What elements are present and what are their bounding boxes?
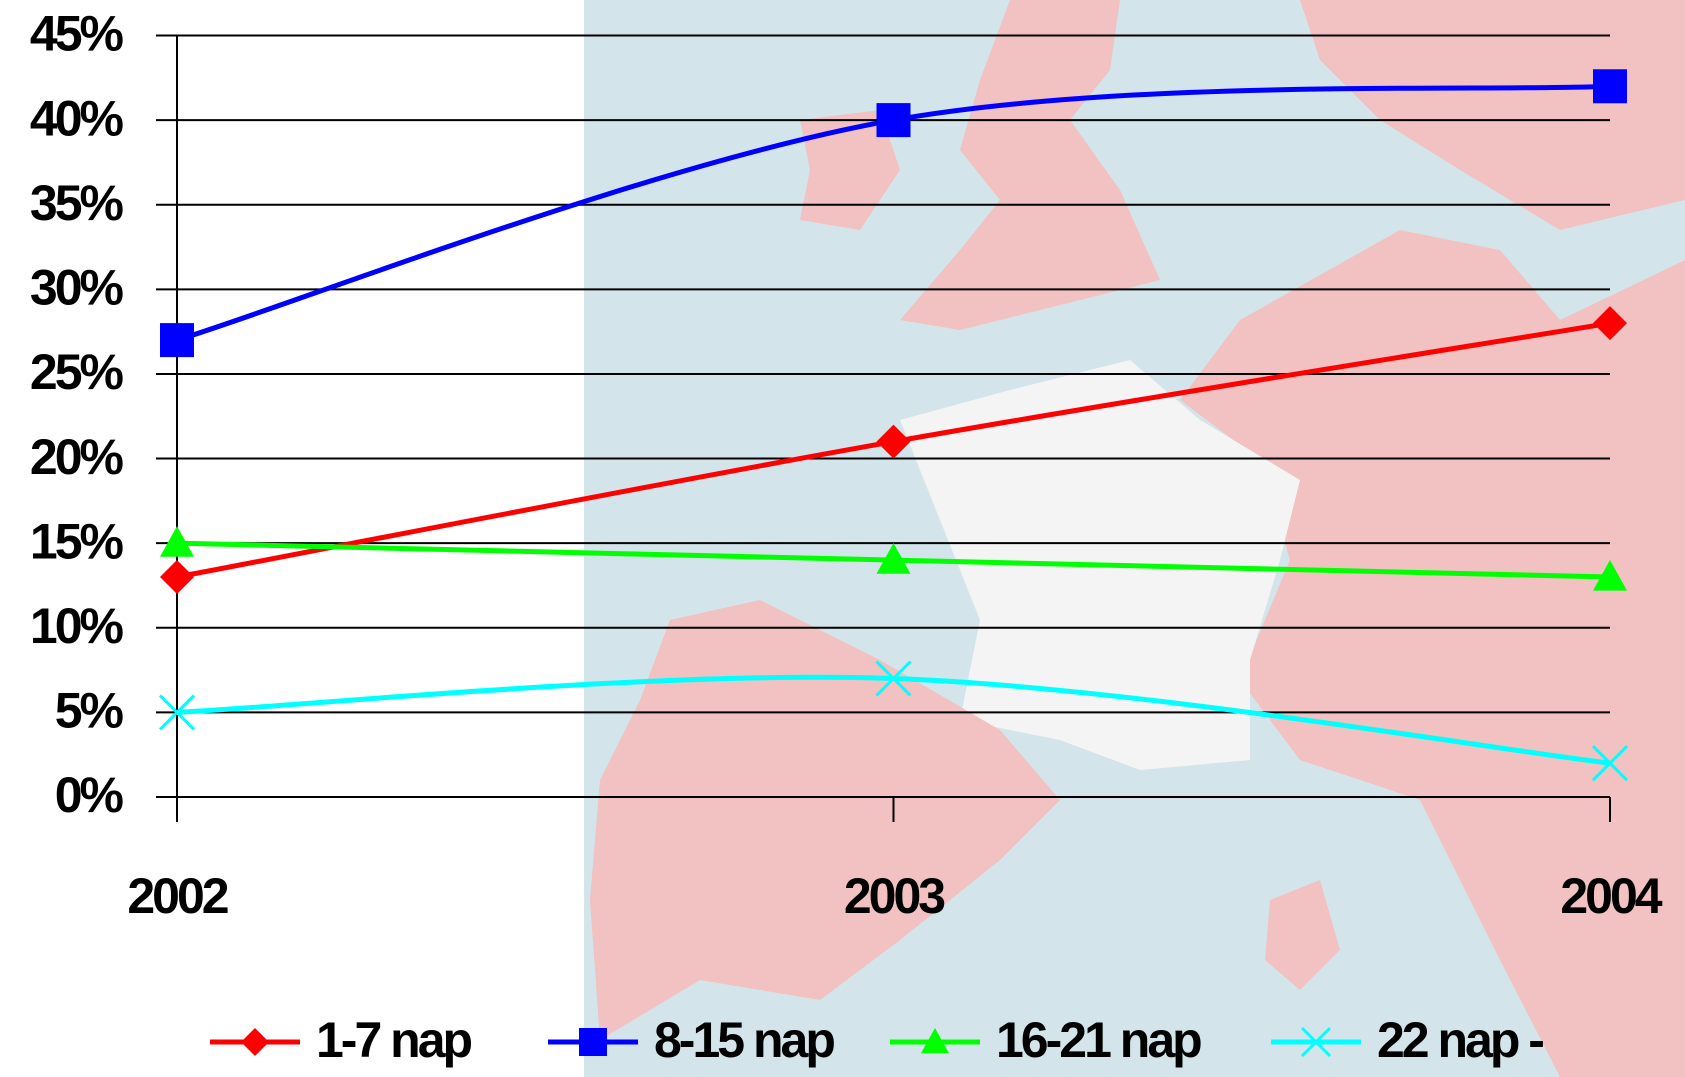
legend-label: 22 nap - — [1377, 1012, 1543, 1068]
y-tick-label: 0% — [55, 767, 124, 823]
y-tick-label: 10% — [30, 598, 124, 654]
y-tick-label: 25% — [30, 344, 124, 400]
x-tick-label: 2004 — [1560, 868, 1662, 924]
data-point — [160, 560, 194, 595]
y-tick-label: 30% — [30, 260, 124, 316]
data-point — [876, 103, 911, 138]
legend-marker — [241, 1028, 269, 1056]
y-tick-label: 20% — [30, 429, 124, 485]
data-point — [1591, 745, 1629, 782]
legend-label: 16-21 nap — [996, 1012, 1201, 1068]
legend-label: 1-7 nap — [316, 1012, 472, 1068]
map-background — [584, 0, 1685, 1077]
data-point — [158, 694, 196, 731]
x-tick-label: 2003 — [844, 868, 944, 924]
x-tick-label: 2002 — [127, 868, 227, 924]
y-tick-label: 45% — [30, 6, 124, 62]
legend-marker — [1300, 1026, 1332, 1058]
data-point — [875, 660, 912, 697]
data-point — [1593, 69, 1627, 104]
data-point — [1593, 306, 1627, 341]
y-tick-label: 35% — [30, 175, 124, 231]
data-point — [160, 323, 194, 358]
data-point — [160, 526, 194, 557]
y-tick-label: 5% — [55, 683, 124, 739]
legend-marker — [579, 1028, 607, 1056]
data-point — [876, 424, 911, 459]
y-tick-label: 40% — [30, 90, 124, 146]
data-point — [1593, 560, 1627, 591]
legend-marker — [921, 1028, 949, 1054]
data-point — [876, 543, 911, 574]
y-tick-label: 15% — [30, 513, 124, 569]
legend-label: 8-15 nap — [654, 1012, 834, 1068]
